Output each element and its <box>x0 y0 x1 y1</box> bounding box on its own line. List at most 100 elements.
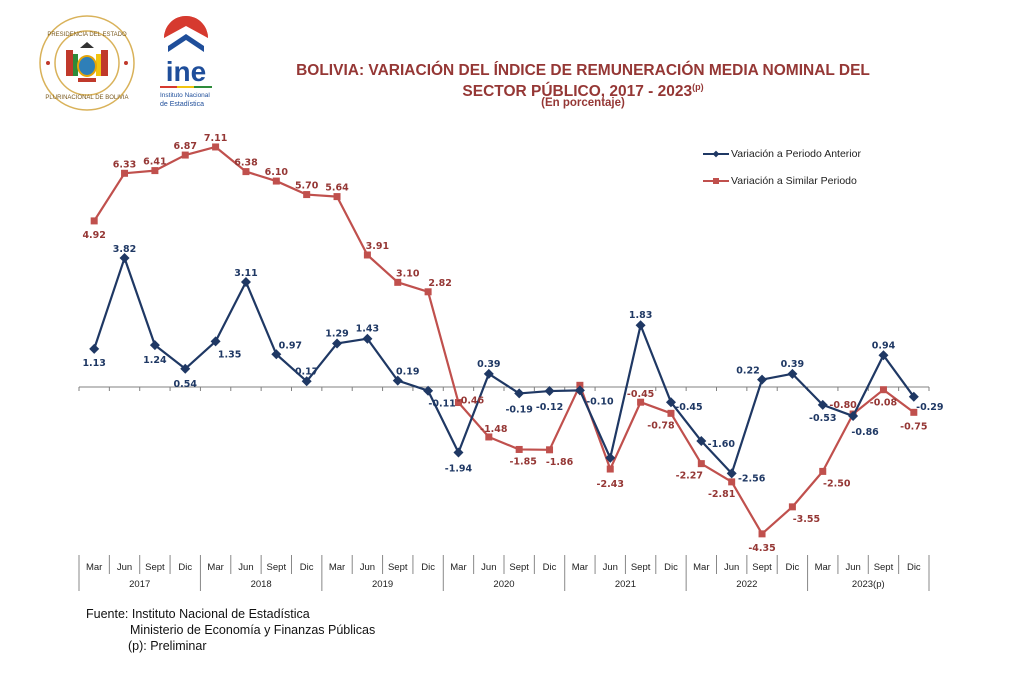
data-point-similar <box>606 465 614 473</box>
svg-text:PLURINACIONAL DE BOLIVIA: PLURINACIONAL DE BOLIVIA <box>45 95 128 101</box>
data-label-similar: -0.80 <box>829 400 857 411</box>
data-point-similar <box>272 177 280 185</box>
title-preliminary-mark: (p) <box>692 82 704 92</box>
x-tick-label-year: 2022 <box>736 579 757 590</box>
legend-swatch-diamond-icon <box>703 149 729 159</box>
x-tick-label-year: 2017 <box>129 579 150 590</box>
data-point-similar <box>546 446 554 454</box>
data-label-similar: 6.41 <box>143 157 166 168</box>
data-label-similar: 6.87 <box>174 141 197 152</box>
data-label-similar: -2.81 <box>708 489 735 500</box>
data-point-anterior <box>483 368 494 379</box>
svg-text:ine: ine <box>166 56 206 87</box>
data-label-anterior: 1.13 <box>82 358 105 369</box>
x-tick-label-quarter: Dic <box>786 562 800 573</box>
legend-label-similar: Variación a Similar Periodo <box>731 175 857 187</box>
source-line-ine: Fuente: Instituto Nacional de Estadístic… <box>86 607 310 621</box>
data-label-anterior: 3.11 <box>234 268 257 279</box>
x-tick-label-quarter: Mar <box>693 562 709 573</box>
x-tick-label-quarter: Mar <box>329 562 345 573</box>
data-label-similar: -1.86 <box>546 457 574 468</box>
data-point-anterior <box>423 385 434 396</box>
data-point-anterior <box>878 350 889 361</box>
data-label-anterior: -0.86 <box>851 427 879 438</box>
x-tick-label-quarter: Jun <box>845 562 860 573</box>
data-label-anterior: 3.82 <box>113 244 136 255</box>
svg-text:Instituto Nacional: Instituto Nacional <box>160 92 210 99</box>
x-tick-label-quarter: Dic <box>300 562 314 573</box>
x-tick-label-quarter: Mar <box>450 562 466 573</box>
data-point-similar <box>454 399 462 407</box>
presidencia-seal-logo: PRESIDENCIA DEL ESTADO PLURINACIONAL DE … <box>39 15 135 111</box>
ine-logo: ine Instituto Nacional de Estadística <box>160 16 212 108</box>
data-label-anterior: -0.10 <box>586 396 614 407</box>
data-point-similar <box>758 530 766 538</box>
data-label-similar: -0.78 <box>647 420 675 431</box>
x-tick-label-quarter: Mar <box>86 562 102 573</box>
x-tick-label-year: 2021 <box>615 579 636 590</box>
data-label-anterior: -0.19 <box>505 404 532 415</box>
data-label-anterior: 1.24 <box>143 355 167 366</box>
data-point-anterior <box>787 368 798 379</box>
data-label-anterior: 0.94 <box>872 340 896 351</box>
data-point-similar <box>242 168 250 176</box>
data-label-similar: 6.33 <box>113 159 136 170</box>
data-point-similar <box>576 381 584 389</box>
legend: Variación a Periodo Anterior Variación a… <box>703 147 861 201</box>
x-tick-label-quarter: Dic <box>907 562 921 573</box>
x-tick-label-quarter: Sept <box>267 562 287 573</box>
x-tick-label-quarter: Jun <box>117 562 132 573</box>
data-label-similar: 3.91 <box>366 241 389 252</box>
data-point-anterior <box>544 386 555 397</box>
data-point-similar <box>121 169 129 177</box>
data-point-similar <box>424 288 432 296</box>
x-tick-label-year: 2018 <box>251 579 272 590</box>
data-point-similar <box>333 193 341 201</box>
data-label-similar: 5.64 <box>325 183 349 194</box>
data-point-anterior <box>908 391 919 402</box>
data-label-similar: 7.11 <box>204 133 227 144</box>
legend-item-similar: Variación a Similar Periodo <box>703 174 861 188</box>
data-label-similar: -0.08 <box>870 398 898 409</box>
data-label-similar: -0.75 <box>900 421 927 432</box>
axis-layer <box>78 386 930 391</box>
x-tick-label-quarter: Mar <box>572 562 588 573</box>
data-point-anterior <box>665 397 676 408</box>
data-label-similar: -4.35 <box>748 543 775 554</box>
data-label-similar: -3.55 <box>793 514 820 525</box>
data-label-anterior: -0.29 <box>916 402 943 413</box>
data-point-similar <box>181 151 189 159</box>
data-point-similar <box>910 408 918 416</box>
data-label-anterior: -1.94 <box>445 463 473 474</box>
data-point-anterior <box>514 388 525 399</box>
data-label-similar: -1.85 <box>509 456 536 467</box>
x-tick-label-quarter: Dic <box>421 562 435 573</box>
legend-label-anterior: Variación a Periodo Anterior <box>731 148 861 160</box>
data-point-similar <box>697 460 705 468</box>
data-point-similar <box>667 409 675 417</box>
data-label-anterior: -2.56 <box>738 473 766 484</box>
data-point-similar <box>788 503 796 511</box>
svg-text:PRESIDENCIA DEL ESTADO: PRESIDENCIA DEL ESTADO <box>47 32 127 38</box>
x-tick-label-quarter: Sept <box>388 562 408 573</box>
data-point-anterior <box>362 333 373 344</box>
data-label-anterior: 0.97 <box>279 340 302 351</box>
source-line-ministerio: Ministerio de Economía y Finanzas Públic… <box>130 623 376 637</box>
chart-title: BOLIVIA: VARIACIÓN DEL ÍNDICE DE REMUNER… <box>240 62 926 100</box>
data-point-anterior <box>635 320 646 331</box>
series-line-similar <box>93 145 915 535</box>
data-point-similar <box>363 251 371 259</box>
data-label-anterior: 0.22 <box>736 366 759 377</box>
x-tick-label-quarter: Mar <box>207 562 223 573</box>
data-label-anterior: -0.53 <box>809 413 836 424</box>
data-point-anterior <box>726 468 737 479</box>
data-label-anterior: -0.45 <box>675 402 702 413</box>
x-tick-label-quarter: Jun <box>724 562 739 573</box>
x-tick-label-quarter: Sept <box>509 562 529 573</box>
data-label-anterior: 1.83 <box>629 310 652 321</box>
data-label-similar: -2.27 <box>676 471 703 482</box>
data-label-anterior: 0.39 <box>781 359 804 370</box>
data-point-anterior <box>817 399 828 410</box>
data-point-anterior <box>149 340 160 351</box>
legend-item-anterior: Variación a Periodo Anterior <box>703 147 861 161</box>
